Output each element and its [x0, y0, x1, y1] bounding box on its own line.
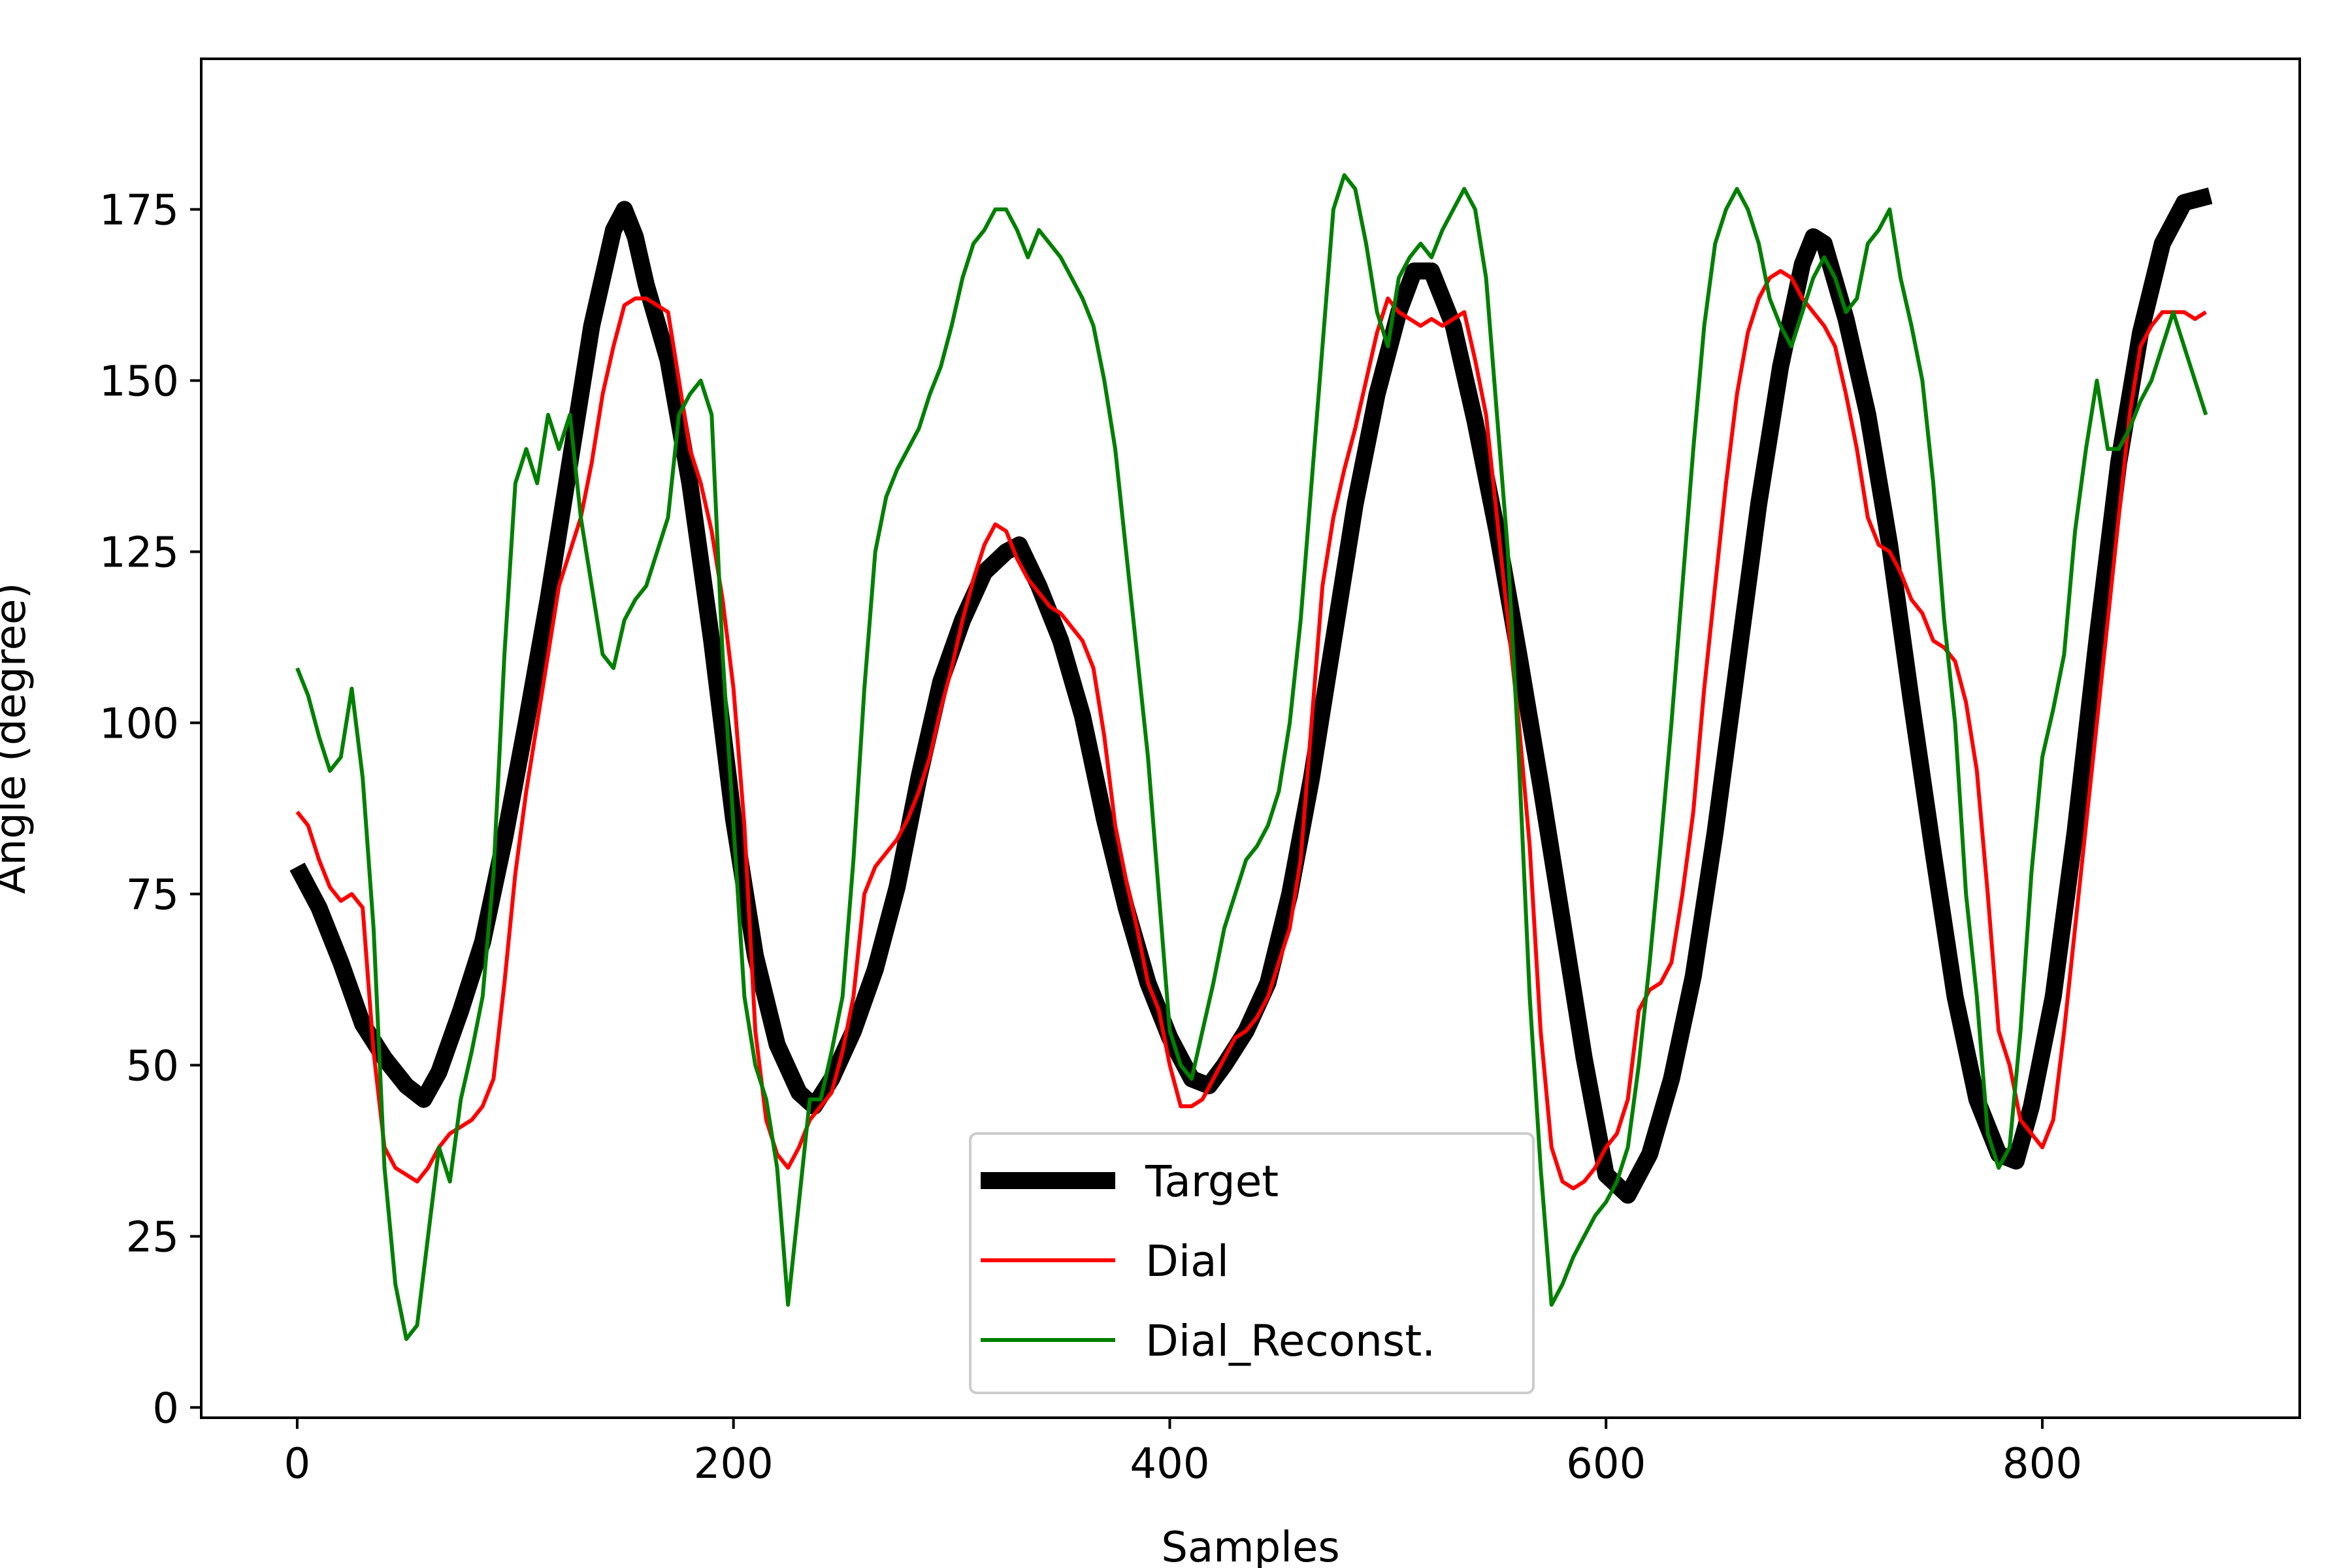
legend: Target Dial Dial_Reconst. — [969, 1132, 1535, 1394]
legend-box — [969, 1132, 1535, 1394]
y-tick-label: 125 — [99, 529, 179, 577]
series-line-target — [289, 188, 2213, 1204]
x-tick-label: 400 — [1130, 1440, 1209, 1488]
y-tick-label: 75 — [126, 871, 179, 919]
x-tick-label: 0 — [284, 1440, 311, 1488]
y-tick-label: 100 — [99, 700, 179, 748]
plot-frame — [200, 57, 2301, 1419]
x-tick-label: 200 — [694, 1440, 774, 1488]
y-axis: 0 25 50 75 100 125 150 175 — [99, 187, 201, 1433]
y-tick-label: 25 — [126, 1213, 179, 1262]
x-axis-label: Samples — [1161, 1524, 1339, 1568]
y-tick-label: 50 — [126, 1042, 179, 1090]
y-tick-label: 0 — [152, 1384, 179, 1433]
series-line-dial-reconst — [295, 173, 2208, 1341]
y-axis-label: Angle (degree) — [0, 583, 35, 894]
y-tick-label: 175 — [99, 187, 179, 235]
y-tick-label: 150 — [99, 357, 179, 406]
legend-label-dial-reconst: Dial_Reconst. — [1145, 1316, 1435, 1366]
series-line-dial — [295, 269, 2207, 1190]
series-layer — [289, 173, 2213, 1341]
x-tick-label: 600 — [1566, 1440, 1646, 1488]
legend-label-target: Target — [1145, 1156, 1279, 1207]
legend-label-dial: Dial — [1145, 1236, 1229, 1286]
x-tick-label: 800 — [2002, 1440, 2082, 1488]
x-axis: 0 200 400 600 800 — [284, 1418, 2082, 1488]
